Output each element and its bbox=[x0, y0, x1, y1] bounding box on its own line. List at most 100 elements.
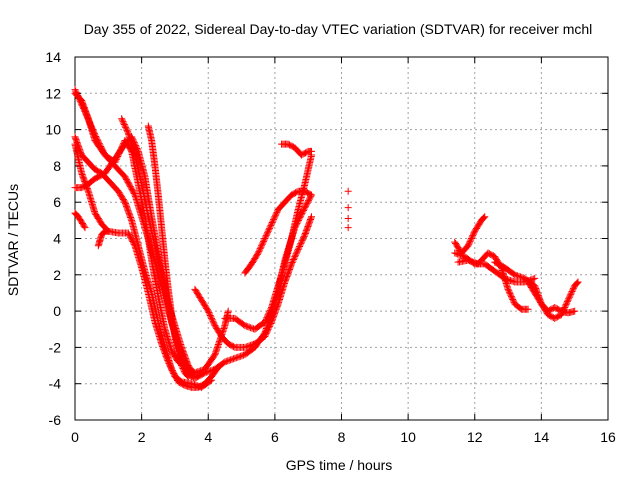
data-point-track-19 bbox=[565, 293, 573, 301]
data-point-track-4 bbox=[134, 146, 142, 154]
data-point-track-14 bbox=[344, 204, 352, 212]
data-point-track-5 bbox=[190, 381, 198, 389]
data-point-track-10 bbox=[205, 309, 213, 317]
data-point-track-9 bbox=[179, 364, 187, 372]
data-point-track-16 bbox=[456, 251, 464, 259]
data-point-track-7 bbox=[104, 227, 112, 235]
data-point-track-17 bbox=[505, 287, 513, 295]
data-point-track-17 bbox=[504, 285, 512, 293]
data-point-track-5 bbox=[166, 361, 174, 369]
data-point-track-16 bbox=[508, 277, 516, 285]
data-point-track-19 bbox=[567, 289, 575, 297]
data-point-track-10 bbox=[206, 311, 214, 319]
data-point-track-10 bbox=[241, 343, 249, 351]
data-point-track-15 bbox=[467, 236, 475, 244]
data-point-track-5 bbox=[167, 364, 175, 372]
data-point-track-2 bbox=[84, 113, 92, 121]
data-point-track-12 bbox=[268, 219, 276, 227]
x-axis-tick-labels: 0 2 4 6 8 10 12 14 16 bbox=[71, 429, 616, 445]
data-point-track-8 bbox=[191, 372, 199, 380]
y-tick-label: 0 bbox=[53, 303, 61, 319]
data-point-track-14 bbox=[344, 224, 352, 232]
data-point-track-11 bbox=[244, 323, 252, 331]
data-point-track-10 bbox=[242, 343, 250, 351]
data-point-track-5 bbox=[206, 377, 214, 385]
data-point-track-11 bbox=[241, 322, 249, 330]
data-point-track-5 bbox=[164, 357, 172, 365]
data-point-track-12 bbox=[264, 227, 272, 235]
data-point-track-12 bbox=[270, 214, 278, 222]
data-point-track-10 bbox=[288, 258, 296, 266]
y-tick-label: 12 bbox=[45, 85, 61, 101]
data-point-track-12 bbox=[267, 221, 275, 229]
data-point-track-8 bbox=[118, 115, 126, 123]
x-tick-label: 0 bbox=[71, 429, 79, 445]
data-point-track-12 bbox=[260, 236, 268, 244]
data-point-track-15 bbox=[481, 213, 489, 221]
data-point-track-12 bbox=[272, 210, 280, 218]
data-point-track-1 bbox=[297, 211, 305, 219]
axis-ticks bbox=[74, 56, 609, 421]
x-tick-label: 2 bbox=[138, 429, 146, 445]
data-point-track-5 bbox=[193, 382, 201, 390]
data-point-track-10 bbox=[266, 321, 274, 329]
data-point-track-1 bbox=[238, 352, 246, 360]
data-point-track-11 bbox=[266, 306, 274, 314]
data-point-track-12 bbox=[270, 216, 278, 224]
data-point-track-19 bbox=[569, 285, 577, 293]
data-point-track-10 bbox=[290, 254, 298, 262]
y-tick-label: -6 bbox=[49, 412, 62, 428]
data-point-track-10 bbox=[297, 240, 305, 248]
data-point-track-10 bbox=[247, 341, 255, 349]
data-point-track-10 bbox=[248, 341, 256, 349]
data-point-track-9 bbox=[180, 366, 188, 374]
data-point-track-19 bbox=[567, 290, 575, 298]
data-point-track-9 bbox=[178, 363, 186, 371]
data-point-track-19 bbox=[573, 279, 581, 287]
data-point-track-10 bbox=[263, 328, 271, 336]
data-point-track-10 bbox=[287, 261, 295, 269]
data-point-track-6 bbox=[80, 222, 88, 230]
data-point-track-5 bbox=[188, 380, 196, 388]
data-point-track-11 bbox=[264, 311, 272, 319]
data-point-track-5 bbox=[164, 358, 172, 366]
data-point-track-16 bbox=[455, 251, 463, 259]
x-tick-label: 12 bbox=[467, 429, 483, 445]
data-point-track-11 bbox=[263, 314, 271, 322]
data-point-track-19 bbox=[563, 299, 571, 307]
data-point-track-10 bbox=[291, 253, 299, 261]
data-point-track-10 bbox=[209, 317, 217, 325]
data-point-track-17 bbox=[506, 290, 514, 298]
data-point-track-2 bbox=[194, 368, 202, 376]
data-point-track-1 bbox=[298, 209, 306, 217]
data-point-track-1 bbox=[299, 208, 307, 216]
data-point-track-12 bbox=[254, 249, 262, 257]
data-point-track-18 bbox=[511, 271, 519, 279]
data-point-track-17 bbox=[507, 291, 515, 299]
data-point-track-8 bbox=[122, 125, 130, 133]
data-point-track-10 bbox=[206, 310, 214, 318]
data-point-track-19 bbox=[561, 303, 569, 311]
data-point-track-12 bbox=[262, 232, 270, 240]
data-point-track-8 bbox=[123, 126, 131, 134]
x-tick-label: 6 bbox=[271, 429, 279, 445]
data-point-track-11 bbox=[262, 315, 270, 323]
data-point-track-11 bbox=[245, 323, 253, 331]
data-point-track-12 bbox=[261, 235, 269, 242]
data-point-track-12 bbox=[266, 223, 274, 231]
data-point-track-10 bbox=[296, 242, 304, 250]
data-point-track-9 bbox=[183, 371, 191, 379]
data-point-track-15 bbox=[466, 237, 474, 245]
data-point-track-12 bbox=[273, 208, 281, 216]
x-tick-label: 4 bbox=[204, 429, 212, 445]
data-point-track-18 bbox=[516, 273, 524, 281]
data-point-track-10 bbox=[264, 327, 272, 335]
data-point-track-8 bbox=[119, 118, 127, 126]
data-point-track-18 bbox=[518, 273, 526, 281]
data-point-track-19 bbox=[559, 306, 567, 314]
data-point-track-19 bbox=[565, 295, 573, 303]
data-point-track-1 bbox=[227, 356, 235, 364]
data-point-track-17 bbox=[464, 256, 472, 264]
data-point-track-12 bbox=[258, 240, 266, 248]
